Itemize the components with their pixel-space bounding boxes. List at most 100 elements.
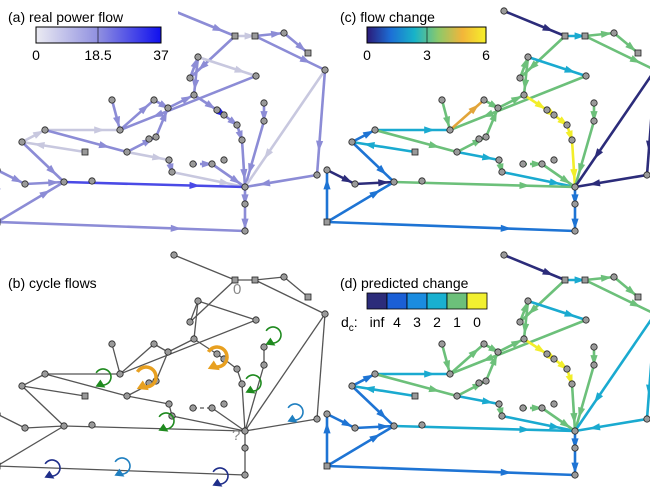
edge-arrowhead [594, 148, 604, 160]
edge-arrowhead [341, 418, 353, 427]
edge [573, 120, 596, 188]
edge [193, 300, 199, 340]
bus-node [571, 227, 579, 235]
bus-node [438, 96, 446, 104]
bus-node [260, 361, 268, 369]
bus-node [498, 412, 506, 420]
cycle-unknown-label: ? [232, 427, 240, 444]
bus-node [563, 121, 571, 129]
edge-arrowhead [600, 30, 612, 38]
edge-arrowhead [570, 168, 578, 180]
edge-arrowhead [229, 174, 241, 184]
edge [0, 414, 26, 429]
bus-node [220, 156, 228, 164]
generator-node [634, 49, 642, 57]
edge-arrowhead [564, 65, 576, 73]
edge [570, 383, 577, 432]
edge-arrowhead [259, 179, 271, 187]
power-colorbar: 0 18.5 37 [32, 26, 169, 63]
edge-arrowhead [531, 404, 543, 412]
cycle-flow-arrowhead [265, 337, 276, 346]
cycle-flow-arrow [212, 467, 229, 485]
bus-node [18, 138, 26, 146]
edge-arrowhead [299, 55, 311, 64]
bus-node [563, 365, 571, 373]
bus-node [550, 400, 558, 408]
edge [243, 120, 266, 188]
edge-arrowhead [564, 309, 576, 317]
bus-node [351, 180, 359, 188]
dc-tick-2: 2 [433, 314, 441, 330]
bus-node [321, 310, 329, 318]
edge [315, 69, 327, 176]
edge [374, 372, 458, 398]
edge [351, 140, 416, 154]
cycle-flow-arrow [158, 412, 175, 430]
bus-node [446, 126, 454, 134]
cycle-flow-arrow [287, 403, 304, 421]
edge [316, 313, 326, 420]
cycle-flow-arrow [245, 374, 262, 392]
edge-arrowhead [424, 370, 435, 378]
change-colorbar: 0 3 6 [363, 26, 490, 63]
edge-arrowhead [33, 142, 45, 150]
bus-node [241, 427, 249, 435]
edge-arrowhead [159, 110, 167, 122]
bus-node [390, 422, 398, 430]
edge [573, 75, 650, 188]
bus-node [152, 133, 160, 141]
edge-arrowhead [363, 142, 375, 150]
edge-arrowhead [578, 406, 586, 419]
edge-arrowhead [39, 190, 51, 199]
bus-node [550, 111, 558, 119]
generator-node [323, 218, 331, 226]
edge-arrowhead [378, 179, 390, 187]
edge-arrowhead [48, 179, 60, 187]
edge-arrowhead [323, 178, 331, 190]
edge-arrowhead [574, 32, 586, 40]
bus-node [610, 273, 618, 281]
edge [326, 424, 395, 468]
edge [0, 180, 65, 222]
bus-node [186, 318, 194, 326]
edge-arrowhead [151, 153, 164, 161]
edge [119, 319, 257, 375]
edge [189, 300, 199, 323]
generator-node [581, 32, 589, 40]
generator-node [411, 148, 419, 156]
edge [171, 415, 246, 432]
panel-d-title: (d) predicted change [340, 275, 469, 291]
edge-arrowhead [571, 194, 579, 206]
bus-node [321, 66, 329, 74]
edge [244, 313, 326, 432]
edge-arrowhead [241, 218, 249, 230]
edge-arrowhead [113, 116, 120, 128]
dc-swatch-1 [446, 292, 468, 310]
edge [244, 364, 265, 432]
bus-node [208, 404, 216, 412]
edge-arrowhead [138, 104, 149, 115]
edge-arrowhead [198, 60, 209, 71]
bus-node [241, 200, 249, 208]
cycle-arrows [44, 326, 304, 487]
edge [449, 74, 587, 132]
cycle-flow-arrowhead [207, 360, 220, 371]
bus-node [233, 121, 241, 129]
dc-label: dc: [341, 314, 358, 334]
edge [173, 254, 236, 281]
bus-node [590, 99, 598, 107]
edge-arrowhead [590, 111, 598, 122]
cycle-flow-arrow [265, 326, 282, 344]
edge [173, 9, 236, 38]
edge [21, 373, 46, 387]
edge-arrowhead [510, 339, 523, 349]
edge-arrowhead [519, 425, 531, 434]
bus-node [524, 297, 532, 305]
change-tick-max: 6 [482, 47, 490, 63]
edge-arrowhead [341, 174, 353, 183]
bus-node [116, 370, 124, 378]
bus-node [170, 251, 178, 259]
edge-arrowhead [594, 392, 604, 404]
bus-node [582, 72, 590, 80]
cycle-zero-label: 0 [233, 281, 241, 298]
